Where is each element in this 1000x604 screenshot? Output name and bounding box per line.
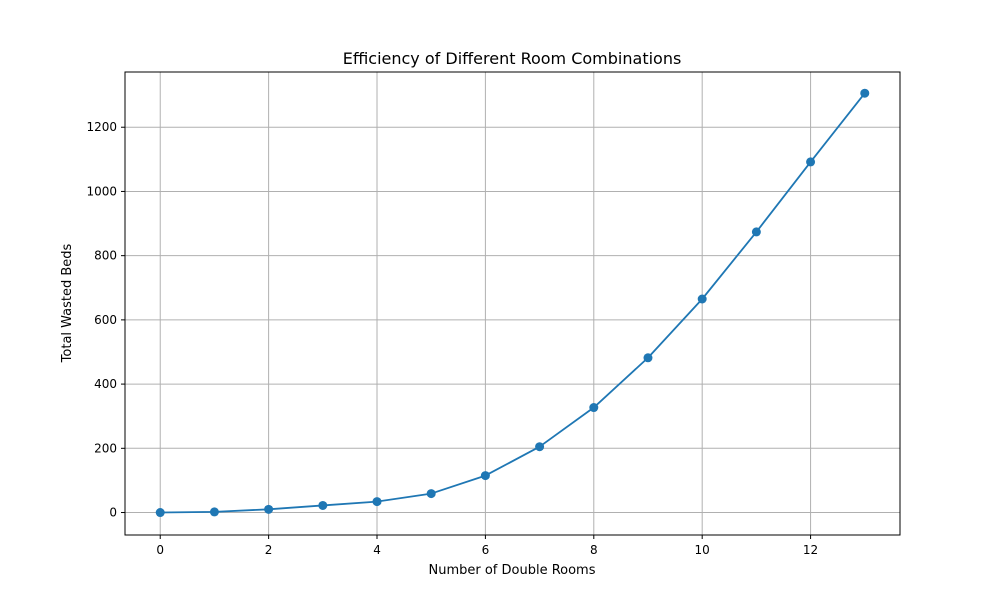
data-point <box>806 157 816 167</box>
data-point <box>372 497 382 507</box>
data-point <box>860 88 870 98</box>
data-point <box>480 471 490 481</box>
x-tick-label: 12 <box>803 543 818 557</box>
y-tick-label: 600 <box>94 313 117 327</box>
y-axis-ticks: 0 200 400 600 800 1000 1200 <box>86 120 125 520</box>
y-tick-label: 0 <box>109 506 117 520</box>
y-tick-label: 800 <box>94 249 117 263</box>
data-point <box>155 508 165 518</box>
plot-frame <box>124 71 901 536</box>
y-tick-label: 400 <box>94 377 117 391</box>
x-tick-label: 10 <box>695 543 710 557</box>
data-points <box>155 88 870 518</box>
data-point <box>426 489 436 499</box>
data-point <box>751 227 761 237</box>
x-tick-label: 2 <box>265 543 273 557</box>
series-lines <box>160 92 866 514</box>
y-tick-label: 200 <box>94 441 117 455</box>
data-point <box>209 507 219 517</box>
y-axis-label: Total Wasted Beds <box>60 243 75 363</box>
x-axis-ticks: 0 2 4 6 8 10 12 <box>156 535 818 557</box>
x-tick-label: 0 <box>156 543 164 557</box>
x-tick-label: 8 <box>590 543 598 557</box>
y-tick-label: 1200 <box>86 120 117 134</box>
data-point <box>535 442 545 452</box>
y-tick-label: 1000 <box>86 184 117 198</box>
data-point <box>318 500 328 510</box>
x-tick-label: 6 <box>482 543 490 557</box>
grid-lines <box>125 72 900 535</box>
data-point <box>643 353 653 363</box>
data-point <box>697 294 707 304</box>
data-point <box>589 403 599 413</box>
data-point <box>264 504 274 514</box>
x-axis-label: Number of Double Rooms <box>428 563 595 578</box>
x-tick-label: 4 <box>373 543 381 557</box>
series-line <box>160 92 866 514</box>
chart-title: Efficiency of Different Room Combination… <box>343 49 682 68</box>
